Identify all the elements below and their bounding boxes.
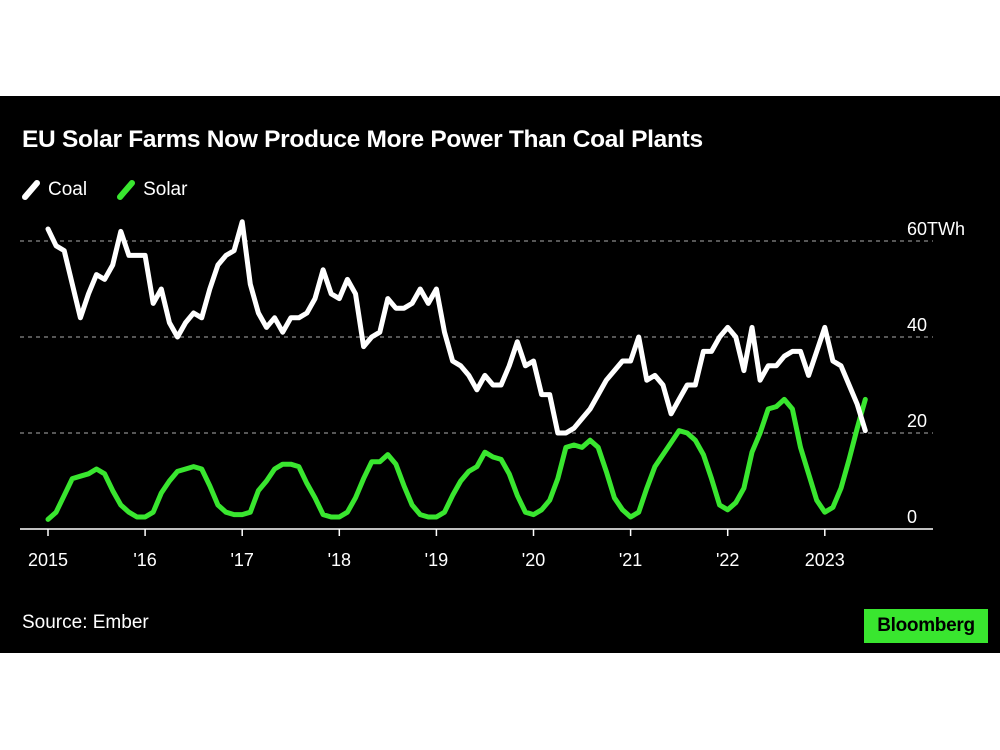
y-tick-label-60: 60TWh [907, 219, 965, 239]
legend-label-solar: Solar [143, 179, 188, 200]
y-tick-label-40: 40 [907, 315, 927, 335]
gridlines [20, 240, 933, 434]
line-chart: 0 20 40 60TWh 2015 '16 '17 '18 '19 '20 '21 '22 2023 [20, 219, 965, 570]
x-tick-label-2015: 2015 [28, 550, 68, 570]
x-tick-label-2023: 2023 [805, 550, 845, 570]
x-tick-label-2020: '20 [522, 550, 545, 570]
legend-item-solar: Solar [117, 179, 187, 201]
x-tick-label-2022: '22 [716, 550, 739, 570]
legend-swatch-solar [117, 180, 136, 200]
y-axis-labels: 0 20 40 60TWh [907, 219, 965, 527]
legend-item-coal: Coal [22, 179, 87, 201]
x-tick-label-2016: '16 [133, 550, 156, 570]
legend-swatch-coal [22, 180, 40, 200]
x-tick-label-2018: '18 [328, 550, 351, 570]
source-note: Source: Ember [22, 612, 149, 633]
bloomberg-logo: Bloomberg [864, 609, 988, 643]
series-line-solar [45, 396, 868, 522]
chart-legend: Coal Solar [22, 178, 217, 202]
chart-title: EU Solar Farms Now Produce More Power Th… [22, 126, 703, 153]
x-tick-label-2019: '19 [425, 550, 448, 570]
x-tick-label-2021: '21 [619, 550, 642, 570]
x-tick-label-2017: '17 [230, 550, 253, 570]
y-tick-label-0: 0 [907, 507, 917, 527]
chart-panel: EU Solar Farms Now Produce More Power Th… [0, 96, 1000, 653]
series-lines [45, 219, 868, 522]
legend-label-coal: Coal [48, 179, 88, 200]
series-line-coal [45, 219, 868, 436]
x-axis [20, 528, 933, 536]
y-tick-label-20: 20 [907, 411, 927, 431]
x-axis-labels: 2015 '16 '17 '18 '19 '20 '21 '22 2023 [28, 550, 845, 570]
